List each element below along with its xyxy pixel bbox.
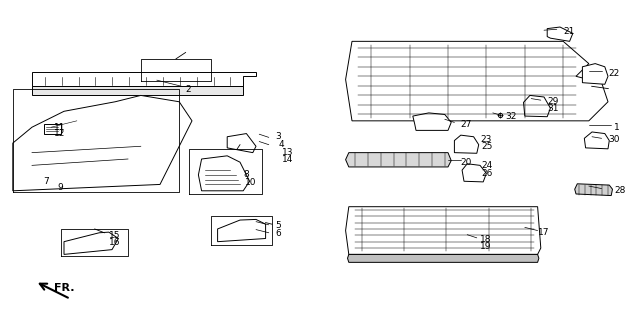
Polygon shape xyxy=(413,113,451,130)
Text: 10: 10 xyxy=(245,178,257,187)
Polygon shape xyxy=(32,86,243,95)
Text: 6: 6 xyxy=(275,229,281,238)
Text: 4: 4 xyxy=(278,140,284,149)
Text: FR.: FR. xyxy=(54,283,75,293)
Polygon shape xyxy=(227,134,256,153)
Text: 30: 30 xyxy=(608,135,620,144)
Text: 7: 7 xyxy=(44,177,49,186)
Text: 9: 9 xyxy=(58,183,63,192)
Text: 20: 20 xyxy=(461,158,472,167)
Text: 28: 28 xyxy=(614,186,626,195)
Text: 32: 32 xyxy=(506,112,517,121)
Text: 11: 11 xyxy=(54,123,66,132)
Text: 8: 8 xyxy=(243,170,249,179)
Text: 16: 16 xyxy=(109,238,120,247)
Polygon shape xyxy=(44,124,61,134)
Text: 27: 27 xyxy=(461,120,472,128)
Polygon shape xyxy=(547,27,573,41)
Text: 29: 29 xyxy=(547,97,559,106)
Text: 21: 21 xyxy=(563,27,575,36)
Polygon shape xyxy=(32,72,256,86)
Polygon shape xyxy=(198,156,250,191)
Polygon shape xyxy=(346,207,541,254)
Polygon shape xyxy=(454,135,479,153)
Polygon shape xyxy=(348,254,539,262)
Polygon shape xyxy=(575,184,612,196)
Text: 15: 15 xyxy=(109,231,120,240)
Polygon shape xyxy=(584,132,609,149)
Text: 17: 17 xyxy=(538,228,549,237)
Text: 18: 18 xyxy=(480,235,492,244)
Text: 23: 23 xyxy=(480,135,492,144)
Text: 26: 26 xyxy=(481,169,493,178)
Text: 24: 24 xyxy=(481,162,493,170)
Text: 19: 19 xyxy=(480,242,492,251)
Text: 13: 13 xyxy=(282,148,293,157)
Polygon shape xyxy=(462,164,486,182)
Text: 12: 12 xyxy=(54,129,66,138)
Text: 2: 2 xyxy=(186,85,191,93)
Text: 31: 31 xyxy=(547,104,559,113)
Polygon shape xyxy=(524,95,550,117)
Text: 1: 1 xyxy=(614,123,620,132)
Polygon shape xyxy=(582,64,608,84)
Text: 25: 25 xyxy=(481,142,493,151)
Polygon shape xyxy=(346,41,608,121)
Polygon shape xyxy=(64,232,118,254)
Text: 22: 22 xyxy=(608,69,620,78)
Polygon shape xyxy=(346,153,451,167)
Polygon shape xyxy=(218,219,266,242)
Text: 14: 14 xyxy=(282,155,293,164)
Text: 3: 3 xyxy=(275,132,281,141)
Polygon shape xyxy=(13,95,192,191)
Text: 5: 5 xyxy=(275,221,281,230)
